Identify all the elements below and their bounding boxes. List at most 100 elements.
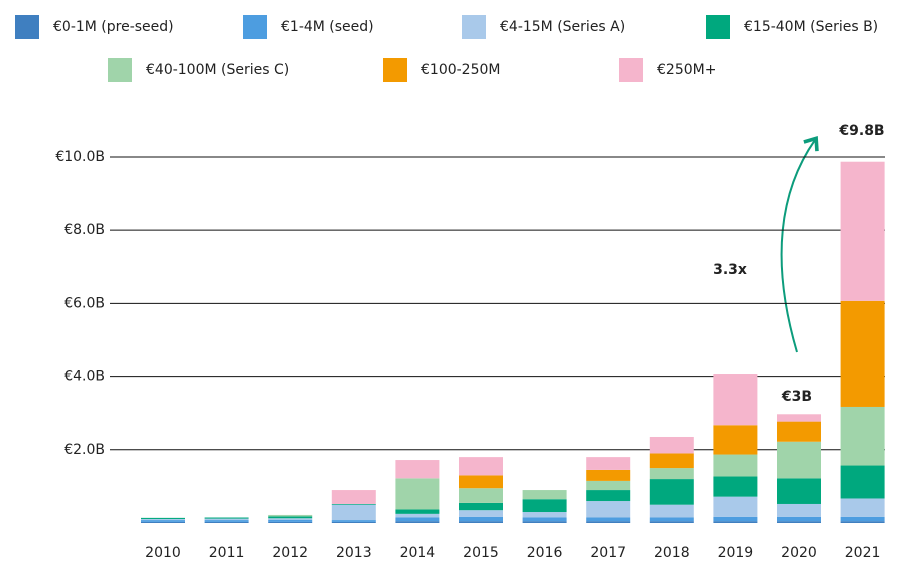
bar-segment: [840, 465, 885, 499]
bar-segment: [141, 520, 185, 522]
x-tick-label: 2020: [781, 545, 817, 561]
bar-segment: [141, 521, 185, 523]
x-tick-label: 2010: [145, 545, 181, 561]
bar-segment: [777, 441, 821, 479]
x-tick-label: 2012: [272, 545, 308, 561]
bar-segment: [331, 490, 376, 504]
bar-segment: [522, 517, 567, 522]
bar-segment: [522, 512, 567, 518]
growth-arrow: [780, 135, 819, 353]
bar-segment: [522, 490, 567, 500]
bar-segment: [331, 520, 376, 522]
legend-label: €100-250M: [421, 62, 500, 78]
bar-segment: [777, 516, 821, 522]
bar-segment: [713, 516, 758, 522]
bar-segment: [840, 161, 885, 301]
x-tick-label: 2018: [654, 545, 690, 561]
y-tick-label: €8.0B: [64, 222, 105, 238]
annotation: €3B: [781, 389, 812, 405]
bar-segment: [777, 414, 821, 422]
bar-segment: [649, 436, 694, 454]
bar-segment: [459, 475, 503, 489]
bar-segment: [840, 516, 885, 522]
bar-segment: [268, 518, 313, 520]
x-tick-label: 2017: [590, 545, 626, 561]
bar-segment: [459, 488, 503, 503]
x-tick-label: 2013: [336, 545, 372, 561]
bar-segment: [459, 516, 503, 522]
bar-segment: [459, 502, 503, 511]
legend-swatch: [15, 15, 39, 39]
legend-label: €1-4M (seed): [281, 19, 374, 35]
bar-segment: [395, 478, 440, 510]
bar-segment: [649, 453, 694, 469]
bar-segment: [204, 521, 249, 523]
bar-segment: [522, 521, 567, 523]
legend-swatch: [383, 58, 407, 82]
bar-segment: [649, 517, 694, 522]
x-tick-label: 2016: [527, 545, 563, 561]
bar-segment: [522, 499, 567, 513]
bar-segment: [649, 521, 694, 523]
annotation: 3.3x: [713, 262, 747, 278]
x-tick-label: 2014: [400, 545, 436, 561]
bar-segment: [395, 521, 440, 523]
x-tick-label: 2011: [209, 545, 245, 561]
legend-swatch: [706, 15, 730, 39]
bar-segment: [713, 521, 758, 523]
bar-segment: [713, 425, 758, 455]
bar-segment: [713, 374, 758, 426]
legend-label: €0-1M (pre-seed): [53, 19, 174, 35]
bar-segment: [586, 480, 631, 491]
bar-segment: [586, 490, 631, 502]
bar-segment: [840, 300, 885, 407]
bar-segment: [459, 457, 503, 476]
bar-segment: [586, 469, 631, 481]
bar-segment: [395, 513, 440, 518]
x-tick-label: 2019: [718, 545, 754, 561]
bar-segment: [331, 503, 376, 505]
bar-segment: [268, 521, 313, 523]
bar-segment: [713, 496, 758, 517]
bar-segment: [777, 478, 821, 504]
bar-segment: [395, 517, 440, 522]
bar-segment: [395, 509, 440, 514]
legend-swatch: [462, 15, 486, 39]
bar-segment: [268, 516, 313, 519]
bar-segment: [141, 517, 185, 519]
legend-label: €40-100M (Series C): [146, 62, 289, 78]
bar-segment: [777, 503, 821, 517]
bar-segment: [204, 517, 249, 519]
legend-label: €250M+: [657, 62, 716, 78]
legend-label: €4-15M (Series A): [500, 19, 625, 35]
bar-segment: [141, 518, 185, 521]
bar-segment: [586, 521, 631, 523]
bar-segment: [331, 504, 376, 521]
x-tick-label: 2015: [463, 545, 499, 561]
bar-segment: [586, 457, 631, 470]
legend-swatch: [619, 58, 643, 82]
bar-segment: [840, 521, 885, 523]
y-tick-label: €4.0B: [64, 369, 105, 385]
y-tick-label: €6.0B: [64, 295, 105, 311]
bar-segment: [713, 454, 758, 477]
bar-segment: [268, 514, 313, 517]
bar-segment: [777, 521, 821, 523]
bar-segment: [204, 520, 249, 522]
bar-segment: [777, 421, 821, 442]
y-tick-label: €10.0B: [55, 149, 105, 165]
bar-segment: [459, 510, 503, 517]
bar-segment: [268, 519, 313, 522]
x-tick-label: 2021: [845, 545, 881, 561]
legend-swatch: [243, 15, 267, 39]
bar-segment: [204, 518, 249, 521]
bar-segment: [586, 517, 631, 522]
y-tick-label: €2.0B: [64, 442, 105, 458]
bar-segment: [840, 498, 885, 517]
bar-segment: [649, 504, 694, 518]
legend-label: €15-40M (Series B): [744, 19, 878, 35]
bar-segment: [395, 460, 440, 479]
legend-swatch: [108, 58, 132, 82]
bar-segment: [586, 501, 631, 518]
